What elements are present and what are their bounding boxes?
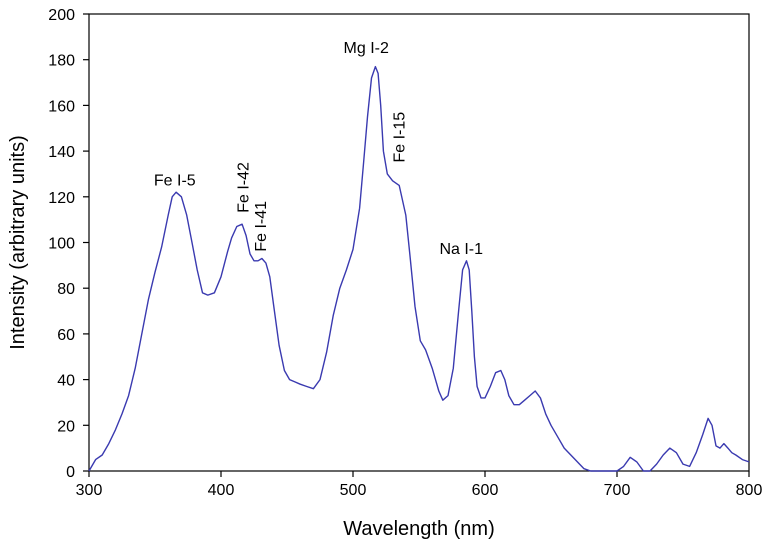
y-axis-title: Intensity (arbitrary units) [7,135,29,350]
x-tick-label: 300 [76,482,103,499]
x-axis-title: Wavelength (nm) [343,518,495,540]
y-tick-label: 140 [48,144,75,161]
y-axis: 0 20 40 60 80 100 120 140 160 180 200 [48,7,89,481]
peak-label: Fe I-15 [391,112,408,163]
x-axis: 300 400 500 600 700 800 [76,471,763,499]
y-tick-label: 100 [48,236,75,253]
y-tick-label: 120 [48,190,75,207]
peak-label: Fe I-5 [154,172,196,189]
peak-label: Na I-1 [439,241,483,258]
y-tick-label: 200 [48,7,75,24]
spectrum-line [88,65,750,472]
x-tick-label: 500 [340,482,367,499]
y-tick-label: 180 [48,53,75,70]
peak-label: Mg I-2 [344,40,389,57]
peak-label: Fe I-42 [236,162,253,213]
peak-label: Fe I-41 [253,201,270,252]
plot-area-frame [88,13,750,472]
x-tick-label: 600 [472,482,499,499]
x-tick-label: 800 [736,482,763,499]
y-tick-label: 60 [57,327,75,344]
y-tick-label: 0 [66,464,75,481]
y-tick-label: 80 [57,281,75,298]
x-tick-label: 400 [208,482,235,499]
x-tick-label: 700 [604,482,631,499]
y-tick-label: 160 [48,98,75,115]
y-tick-label: 40 [57,373,75,390]
y-tick-label: 20 [57,418,75,435]
